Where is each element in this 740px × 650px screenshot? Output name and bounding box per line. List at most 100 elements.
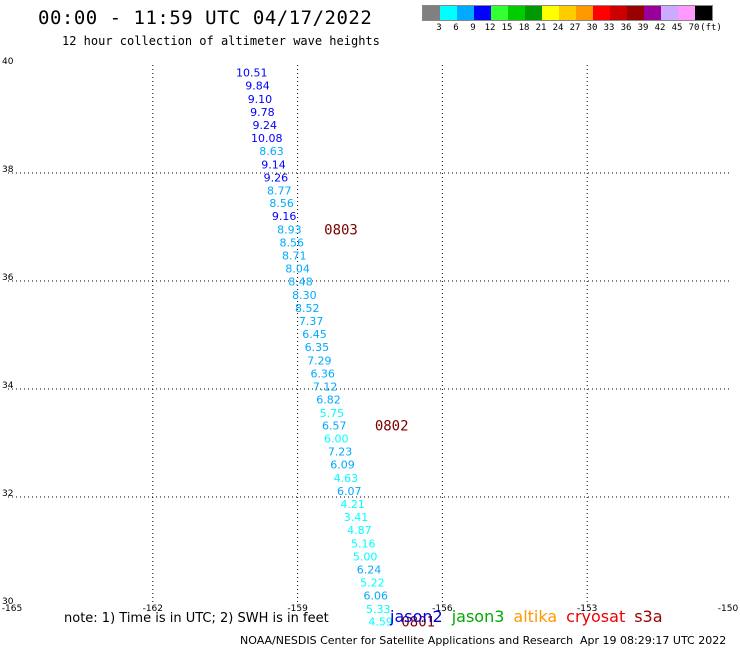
longitude-tick-label: -165 <box>2 604 22 614</box>
satellite-key: jason2 jason3 altika cryosat s3a <box>390 607 672 626</box>
pass-time-label: 0801 <box>401 615 435 631</box>
pass-time-label: 0803 <box>324 223 358 239</box>
legend-swatch <box>627 6 644 20</box>
longitude-tick-label: -162 <box>143 604 163 614</box>
wave-height-label: 6.36 <box>310 367 335 380</box>
latitude-tick-label: 38 <box>2 165 14 175</box>
wave-height-label: 9.78 <box>250 106 275 119</box>
latitude-tick-label: 30 <box>2 597 14 607</box>
wave-height-label: 9.16 <box>272 210 297 223</box>
wave-height-label: 4.87 <box>347 524 372 537</box>
map-subtitle: 12 hour collection of altimeter wave hei… <box>62 34 380 48</box>
satellite-name: cryosat <box>566 607 626 626</box>
wave-height-label: 8.77 <box>267 184 292 197</box>
wave-height-label: 8.93 <box>277 224 302 237</box>
wave-height-label: 9.26 <box>264 171 289 184</box>
legend-swatch <box>695 6 712 20</box>
wave-height-label: 6.35 <box>305 341 330 354</box>
wave-height-label: 4.59 <box>368 616 393 629</box>
lat-lon-grid <box>8 65 732 605</box>
credit-text: NOAA/NESDIS Center for Satellite Applica… <box>240 634 574 647</box>
wave-height-values: 10.519.849.109.789.2410.088.639.149.268.… <box>236 67 393 629</box>
legend-label: 33 <box>603 23 615 33</box>
legend-swatch <box>678 6 695 20</box>
legend-swatch <box>508 6 525 20</box>
legend-swatch <box>661 6 678 20</box>
wave-height-label: 6.24 <box>357 563 382 576</box>
legend-swatch <box>457 6 474 20</box>
legend-label: 27 <box>569 23 581 33</box>
wave-height-label: 10.51 <box>236 67 268 80</box>
longitude-tick-label: -150 <box>718 604 739 614</box>
latitude-tick-label: 40 <box>2 57 14 67</box>
latitude-tick-label: 36 <box>2 273 14 283</box>
wave-height-label: 3.41 <box>344 511 369 524</box>
wave-height-label: 7.37 <box>299 315 324 328</box>
wave-height-label: 9.84 <box>245 80 270 93</box>
wave-height-label: 6.82 <box>316 393 341 406</box>
legend-swatch <box>440 6 457 20</box>
axis-tick-labels: -165 -162 -159 -156 -153 -150 40 38 36 34 32 30 <box>2 57 739 614</box>
legend-label: 9 <box>470 23 476 33</box>
units-note: note: 1) Time is in UTC; 2) SWH is in fe… <box>64 611 329 626</box>
legend-label: 6 <box>453 23 459 33</box>
wave-height-label: 6.06 <box>364 589 389 602</box>
legend-swatch <box>593 6 610 20</box>
pass-time-labels: 0803 0802 0801 <box>324 223 435 631</box>
longitude-tick-label: -153 <box>577 604 597 614</box>
satellite-name: s3a <box>634 607 663 626</box>
wave-height-label: 6.57 <box>322 420 347 433</box>
wave-height-label: 5.00 <box>353 550 378 563</box>
legend-swatch <box>559 6 576 20</box>
legend-label: 24 <box>552 23 564 33</box>
wave-height-label: 5.75 <box>320 407 345 420</box>
color-scale-legend: 3 6 9 12 15 18 21 24 27 30 33 36 39 42 45 70 (ft) <box>422 5 722 35</box>
legend-label: 42 <box>654 23 666 33</box>
wave-height-label: 8.30 <box>292 289 317 302</box>
generated-timestamp: Apr 19 08:29:17 UTC 2022 <box>580 634 727 647</box>
wave-height-label: 4.63 <box>334 472 359 485</box>
legend-label: (ft) <box>700 23 722 33</box>
legend-swatch <box>576 6 593 20</box>
latitude-tick-label: 34 <box>2 381 14 391</box>
wave-height-label: 6.45 <box>302 328 327 341</box>
satellite-name: jason3 <box>451 607 505 626</box>
legend-label: 39 <box>637 23 649 33</box>
wave-height-label: 5.16 <box>351 537 376 550</box>
wave-height-label: 4.21 <box>340 498 365 511</box>
wave-height-label: 8.04 <box>285 263 310 276</box>
wave-height-label: 6.00 <box>324 433 349 446</box>
wave-height-label: 7.29 <box>307 354 332 367</box>
wave-height-label: 8.52 <box>295 302 320 315</box>
legend-label: 30 <box>586 23 598 33</box>
satellite-name: jason2 <box>390 607 443 626</box>
wave-height-label: 10.08 <box>251 132 283 145</box>
wave-height-label: 8.63 <box>259 145 284 158</box>
legend-swatch <box>644 6 661 20</box>
legend-label: 3 <box>436 23 442 33</box>
legend-label: 45 <box>671 23 683 33</box>
wave-height-label: 8.71 <box>282 250 307 263</box>
pass-time-label: 0802 <box>375 419 409 435</box>
legend-label: 18 <box>518 23 530 33</box>
legend-label: 36 <box>620 23 632 33</box>
legend-label: 70 <box>688 23 700 33</box>
legend-labels: 3 6 9 12 15 18 21 24 27 30 33 36 39 42 45 70 (ft) <box>422 21 722 35</box>
wave-height-label: 8.48 <box>288 276 313 289</box>
wave-height-label: 8.56 <box>280 237 305 250</box>
legend-swatches <box>422 5 713 21</box>
latitude-tick-label: 32 <box>2 489 13 499</box>
legend-label: 15 <box>501 23 513 33</box>
wave-height-label: 7.12 <box>313 380 338 393</box>
map-title: 00:00 - 11:59 UTC 04/17/2022 <box>38 7 373 29</box>
wave-height-label: 9.10 <box>248 93 273 106</box>
legend-swatch <box>542 6 559 20</box>
wave-height-label: 7.23 <box>328 446 353 459</box>
wave-height-label: 5.22 <box>360 576 385 589</box>
legend-swatch <box>474 6 491 20</box>
wave-height-label: 6.09 <box>330 459 355 472</box>
legend-swatch <box>423 6 440 20</box>
wave-height-label: 9.14 <box>261 158 286 171</box>
legend-label: 21 <box>535 23 547 33</box>
